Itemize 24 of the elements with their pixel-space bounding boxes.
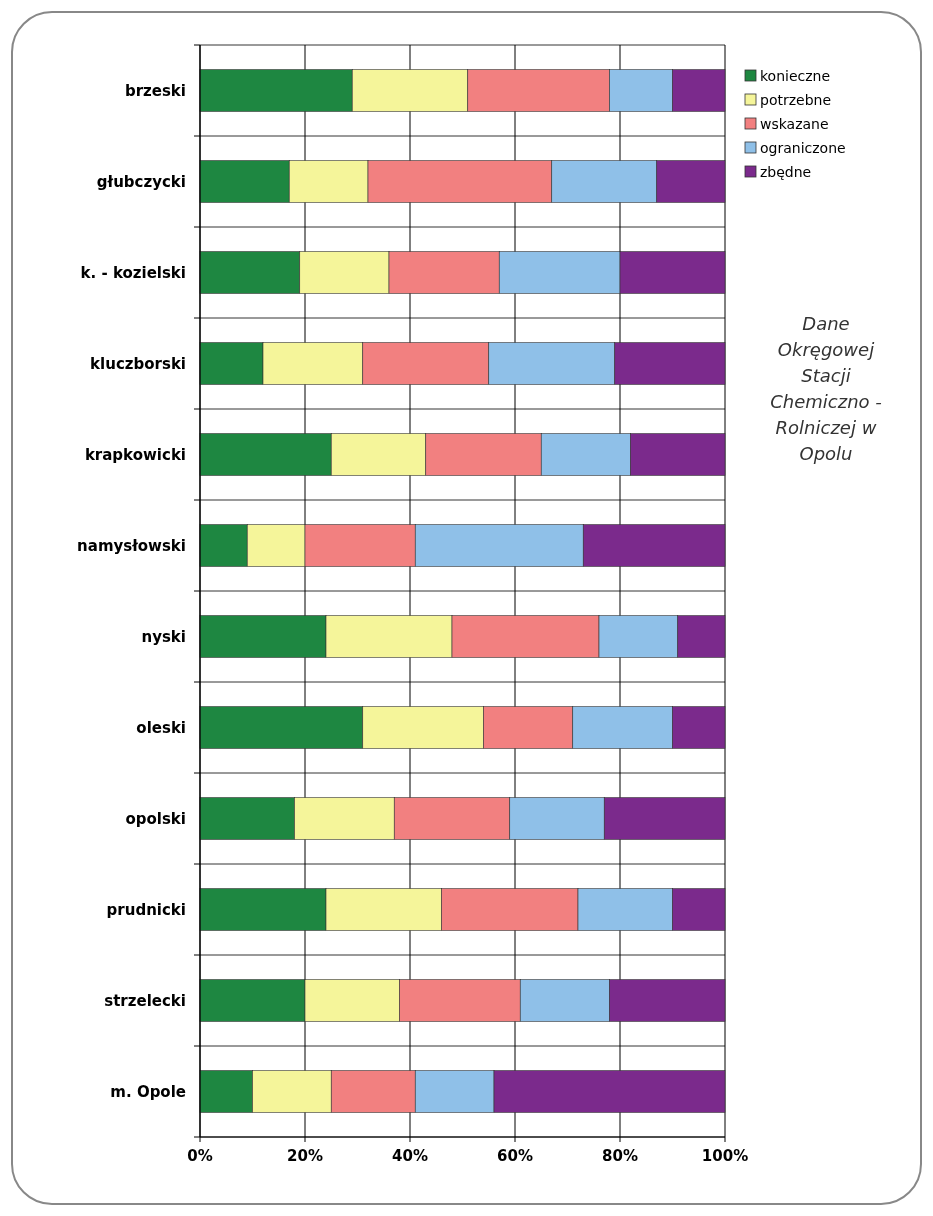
y-tick-label: kluczborski — [90, 354, 186, 373]
y-tick-label: głubczycki — [96, 172, 186, 191]
x-tick-label: 40% — [392, 1147, 428, 1165]
x-tick-label: 0% — [187, 1147, 213, 1165]
legend-label: konieczne — [760, 67, 831, 84]
text: Dane Okręgowej Stacji Chemiczno - Rolniczej w Opolu — [770, 313, 882, 464]
y-tick-label: m. Opole — [110, 1082, 186, 1101]
legend-label: zbędne — [760, 163, 812, 180]
legend-label: ograniczone — [760, 139, 846, 156]
y-tick-label: k. - kozielski — [80, 263, 186, 282]
x-tick-label: 100% — [701, 1147, 749, 1165]
legend-label: potrzebne — [760, 91, 832, 108]
y-tick-label: strzelecki — [104, 991, 186, 1010]
x-tick-label: 80% — [602, 1147, 638, 1165]
x-tick-label: 60% — [497, 1147, 533, 1165]
y-tick-label: opolski — [125, 809, 186, 828]
y-tick-label: oleski — [136, 718, 186, 737]
y-tick-label: brzeski — [124, 81, 186, 100]
y-tick-label: nyski — [141, 627, 186, 646]
y-tick-label: krapkowicki — [84, 445, 186, 464]
x-tick-label: 20% — [287, 1147, 323, 1165]
y-tick-label: prudnicki — [106, 900, 186, 919]
y-tick-label: namysłowski — [77, 536, 186, 555]
legend-label: wskazane — [760, 115, 829, 132]
